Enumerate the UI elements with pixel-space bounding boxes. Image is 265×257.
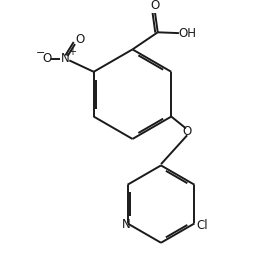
Text: Cl: Cl (197, 218, 208, 232)
Text: O: O (151, 0, 160, 12)
Text: OH: OH (179, 27, 197, 40)
Text: N: N (61, 52, 70, 65)
Text: N: N (121, 218, 130, 231)
Text: O: O (76, 33, 85, 46)
Text: −: − (36, 48, 46, 58)
Text: O: O (183, 125, 192, 138)
Text: +: + (68, 47, 76, 57)
Text: O: O (42, 52, 51, 65)
